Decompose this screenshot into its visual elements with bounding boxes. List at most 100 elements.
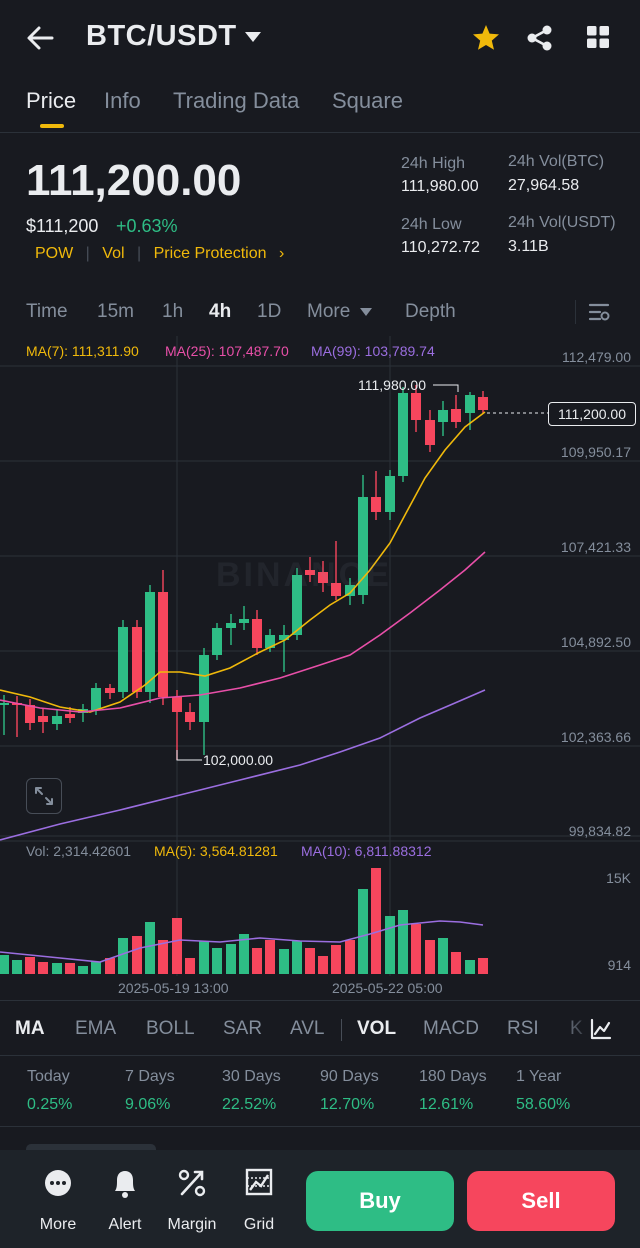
- low-connector: [176, 750, 202, 761]
- tag-pow[interactable]: POW: [35, 245, 74, 262]
- volume-bar: [292, 941, 302, 974]
- share-icon[interactable]: [526, 24, 554, 52]
- tf-1h[interactable]: 1h: [162, 301, 184, 322]
- caret-down-icon[interactable]: [244, 31, 262, 43]
- candle-body: [318, 572, 328, 583]
- tf-15m[interactable]: 15m: [97, 301, 134, 322]
- candle-body: [465, 395, 475, 413]
- tf-depth[interactable]: Depth: [405, 301, 456, 322]
- tf-time[interactable]: Time: [26, 301, 68, 322]
- candle-body: [305, 570, 315, 575]
- tag-vol[interactable]: Vol: [102, 245, 125, 262]
- volume-bar: [65, 963, 75, 974]
- volume-bar: [118, 938, 128, 974]
- volume-bar: [398, 910, 408, 974]
- y-label: 107,421.33: [560, 539, 631, 555]
- drawer-handle: [26, 1144, 156, 1154]
- volume-bar: [12, 960, 22, 974]
- x-label: 2025-05-19 13:00: [118, 980, 229, 996]
- ind-avl[interactable]: AVL: [290, 1018, 325, 1039]
- ind-rsi[interactable]: RSI: [507, 1018, 539, 1039]
- volume-bar: [358, 889, 368, 974]
- candle-body: [292, 575, 302, 635]
- divider: [575, 300, 576, 324]
- perf-label: 30 Days: [222, 1068, 281, 1085]
- candle-body: [265, 635, 275, 648]
- tf-1d[interactable]: 1D: [257, 301, 282, 322]
- volume-bar: [345, 940, 355, 974]
- low-value: 110,272.72: [401, 239, 480, 256]
- volume-bar: [145, 922, 155, 974]
- ind-vol[interactable]: VOL: [357, 1018, 397, 1039]
- divider: [341, 1019, 342, 1041]
- nav-margin-label: Margin: [167, 1216, 217, 1233]
- perf-value: 9.06%: [125, 1096, 171, 1113]
- high-annotation: 111,980.00: [358, 377, 426, 393]
- vol-ma5-legend: MA(5): 3,564.81281: [154, 843, 278, 859]
- bell-icon: [115, 1171, 135, 1198]
- nav-more-label: More: [39, 1216, 77, 1233]
- vol-usdt-label: 24h Vol(USDT): [508, 214, 616, 231]
- candle-body: [385, 476, 395, 512]
- volume-bar: [451, 952, 461, 974]
- buy-button[interactable]: Buy: [306, 1171, 454, 1231]
- nav-more[interactable]: More: [28, 1166, 88, 1233]
- grid-menu-icon[interactable]: [586, 25, 610, 49]
- sell-button[interactable]: Sell: [467, 1171, 615, 1231]
- vol-usdt-value: 3.11B: [508, 238, 549, 255]
- chart-settings-icon[interactable]: [588, 301, 610, 323]
- bottom-action-bar: More Alert Margin Grid Buy Sell: [0, 1150, 640, 1248]
- caret-down-icon[interactable]: [360, 308, 372, 316]
- tag-list: POW | Vol | Price Protection ›: [35, 245, 285, 262]
- vol-label: 15K: [606, 870, 631, 886]
- nav-margin[interactable]: Margin: [162, 1166, 222, 1233]
- candlestick-chart[interactable]: [0, 336, 640, 996]
- candle-body: [212, 628, 222, 655]
- star-icon[interactable]: [472, 24, 500, 51]
- volume-bar: [279, 949, 289, 974]
- perf-label: 1 Year: [516, 1068, 562, 1085]
- tab-trading-data[interactable]: Trading Data: [173, 88, 300, 113]
- ind-sar[interactable]: SAR: [223, 1018, 263, 1039]
- ind-ma[interactable]: MA: [15, 1018, 45, 1039]
- volume-bar: [185, 958, 195, 974]
- nav-grid[interactable]: Grid: [229, 1166, 289, 1233]
- volume-bar: [465, 960, 475, 974]
- pair-title[interactable]: BTC/USDT: [86, 20, 237, 52]
- tab-price[interactable]: Price: [26, 88, 77, 113]
- volume-bar: [425, 940, 435, 974]
- nav-alert[interactable]: Alert: [95, 1166, 155, 1233]
- usd-price: $111,200: [26, 216, 99, 236]
- tf-4h[interactable]: 4h: [209, 301, 232, 322]
- expand-button[interactable]: [26, 778, 62, 814]
- y-label: 104,892.50: [560, 634, 631, 650]
- volume-bar: [158, 940, 168, 974]
- volume-bar: [239, 934, 249, 974]
- ind-ema[interactable]: EMA: [75, 1018, 117, 1039]
- candle-body: [425, 420, 435, 445]
- volume-bar: [305, 948, 315, 974]
- tab-info[interactable]: Info: [104, 88, 141, 113]
- ma25-line: [0, 551, 486, 713]
- ind-macd[interactable]: MACD: [423, 1018, 479, 1039]
- indicator-settings-icon[interactable]: [590, 1018, 612, 1040]
- y-label: 109,950.17: [560, 444, 631, 460]
- tf-more[interactable]: More: [307, 301, 351, 322]
- percent-icon: [178, 1169, 206, 1197]
- candle-body: [158, 592, 168, 697]
- chevron-right-icon[interactable]: ›: [278, 245, 285, 262]
- ind-boll[interactable]: BOLL: [146, 1018, 195, 1039]
- chart-canvas[interactable]: [0, 336, 640, 996]
- volume-bar: [478, 958, 488, 974]
- candle-body: [451, 409, 461, 422]
- back-arrow-icon[interactable]: [26, 24, 56, 52]
- tab-square[interactable]: Square: [332, 88, 403, 113]
- y-label: 102,363.66: [560, 729, 631, 745]
- perf-value: 12.70%: [320, 1096, 375, 1113]
- candle-body: [358, 497, 368, 595]
- ma99-line: [0, 689, 486, 841]
- tag-price-protection[interactable]: Price Protection: [153, 245, 267, 262]
- vol-label: 914: [607, 957, 631, 973]
- perf-label: 7 Days: [125, 1068, 175, 1085]
- volume-bar: [252, 948, 262, 974]
